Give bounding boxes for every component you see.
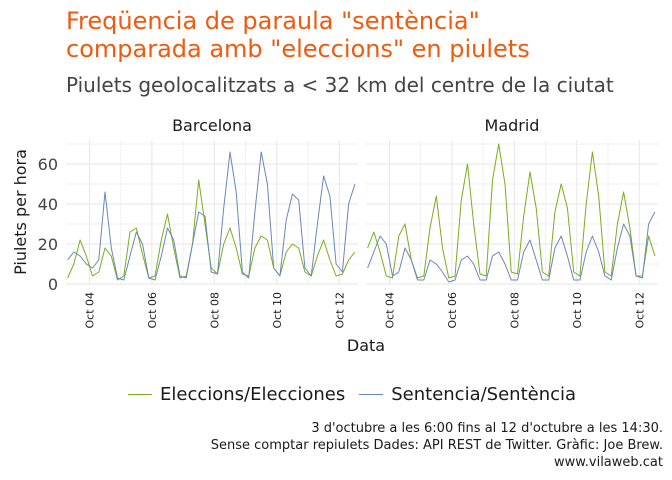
y-tick-label: 60 bbox=[38, 155, 58, 174]
title-line-2: comparada amb "eleccions" en piulets bbox=[66, 35, 530, 63]
caption: 3 d'octubre a les 6:00 fins al 12 d'octu… bbox=[211, 420, 663, 471]
x-tick-label: Oct 06 bbox=[446, 292, 459, 329]
chart-subtitle: Piulets geolocalitzats a < 32 km del cen… bbox=[66, 73, 614, 97]
y-tick-label: 20 bbox=[38, 235, 58, 254]
legend-key-sentencia bbox=[359, 393, 384, 395]
panel-madrid: Madrid Oct 04 Oct 06 Oct 08 Oct 10 Oct 12 bbox=[366, 116, 658, 329]
x-tick-label: Oct 10 bbox=[571, 292, 584, 329]
caption-line-1: 3 d'octubre a les 6:00 fins al 12 d'octu… bbox=[311, 421, 663, 436]
panel-title: Barcelona bbox=[172, 116, 252, 135]
legend-item-sentencia: Sentencia/Sentència bbox=[359, 384, 576, 405]
legend: Eleccions/Elecciones Sentencia/Sentència bbox=[128, 381, 590, 407]
legend-label-sentencia: Sentencia/Sentència bbox=[391, 383, 577, 405]
x-tick-label: Oct 10 bbox=[271, 292, 284, 329]
legend-label-elecciones: Eleccions/Elecciones bbox=[160, 383, 346, 405]
x-tick-label: Oct 04 bbox=[83, 292, 96, 329]
legend-item-elecciones: Eleccions/Elecciones bbox=[128, 384, 345, 405]
chart-title: Freqüencia de paraula "sentència" compar… bbox=[66, 7, 530, 63]
caption-line-2: Sense comptar repiulets Dades: API REST … bbox=[210, 438, 663, 453]
x-tick-label: Oct 04 bbox=[383, 292, 396, 329]
series-line-sentencia bbox=[367, 211, 656, 283]
legend-key-elecciones bbox=[128, 393, 152, 395]
x-tick-label: Oct 08 bbox=[208, 292, 221, 329]
x-tick-label: Oct 12 bbox=[633, 292, 646, 329]
series-line-elecciones bbox=[67, 179, 356, 281]
x-axis-title: Data bbox=[347, 336, 385, 355]
x-tick-label: Oct 12 bbox=[333, 292, 346, 329]
y-tick-label: 0 bbox=[48, 275, 58, 294]
x-tick-label: Oct 06 bbox=[146, 292, 159, 329]
y-tick-label: 40 bbox=[38, 195, 58, 214]
panel-barcelona: Barcelona Oct 04 Oct 06 Oct 08 Oct 10 Oct 12 bbox=[66, 116, 358, 329]
title-line-1: Freqüencia de paraula "sentència" bbox=[66, 7, 480, 35]
x-tick-label: Oct 08 bbox=[508, 292, 521, 329]
series-line-sentencia bbox=[67, 151, 356, 281]
panel-title: Madrid bbox=[485, 116, 540, 135]
y-axis-title: Piulets per hora bbox=[11, 149, 30, 275]
caption-line-3: www.vilaweb.cat bbox=[554, 455, 663, 470]
